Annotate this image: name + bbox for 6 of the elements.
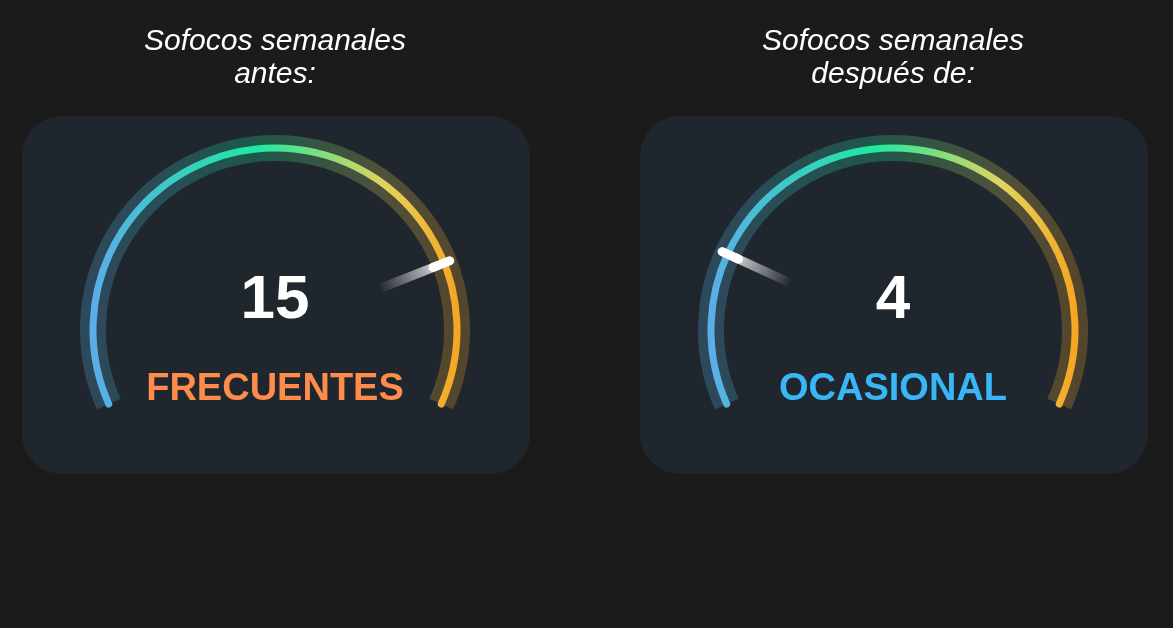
category-label: OCASIONAL <box>779 366 1007 408</box>
text: Sofocos semanales después de: <box>762 23 1024 89</box>
data-label: 4 <box>875 262 911 331</box>
category-label: FRECUENTES <box>146 366 404 408</box>
text: Sofocos semanales antes: <box>144 23 406 89</box>
data-label: 15 <box>240 262 310 331</box>
